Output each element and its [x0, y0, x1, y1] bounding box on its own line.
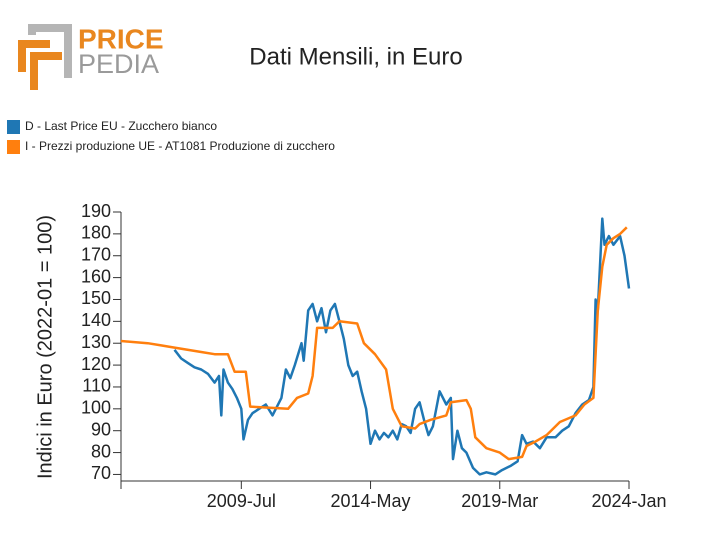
logo-text: PEDIA: [78, 49, 159, 79]
x-tick-label: 2014-May: [331, 491, 411, 511]
y-tick-label: 70: [91, 463, 111, 483]
logo-mark: [18, 40, 50, 72]
series-line: [173, 217, 631, 476]
x-tick-label: 2024-Jan: [591, 491, 666, 511]
y-tick-label: 170: [81, 244, 111, 264]
y-tick-label: 120: [81, 354, 111, 374]
y-tick-label: 160: [81, 266, 111, 286]
y-axis-label: Indici in Euro (2022-01 = 100): [34, 215, 56, 479]
legend-label: D - Last Price EU - Zucchero bianco: [25, 119, 217, 133]
y-tick-label: 150: [81, 288, 111, 308]
y-tick-label: 130: [81, 332, 111, 352]
logo-mark: [28, 24, 72, 78]
y-tick-label: 90: [91, 419, 111, 439]
y-tick-label: 180: [81, 223, 111, 243]
series-line: [120, 226, 628, 461]
y-tick-label: 80: [91, 441, 111, 461]
legend-swatch: [7, 140, 20, 154]
legend-swatch: [7, 120, 20, 134]
legend-label: I - Prezzi produzione UE - AT1081 Produz…: [25, 139, 335, 153]
logo-text: PRICE: [78, 23, 164, 54]
y-tick-label: 110: [82, 376, 111, 396]
logo: PRICE PEDIA: [18, 23, 164, 90]
logo-mark: [30, 52, 62, 90]
y-tick-label: 140: [81, 310, 111, 330]
y-tick-label: 190: [81, 201, 111, 221]
chart-title: Dati Mensili, in Euro: [249, 43, 462, 70]
x-tick-label: 2019-Mar: [461, 491, 538, 511]
x-tick-label: 2009-Jul: [207, 491, 276, 511]
y-tick-label: 100: [81, 398, 111, 418]
